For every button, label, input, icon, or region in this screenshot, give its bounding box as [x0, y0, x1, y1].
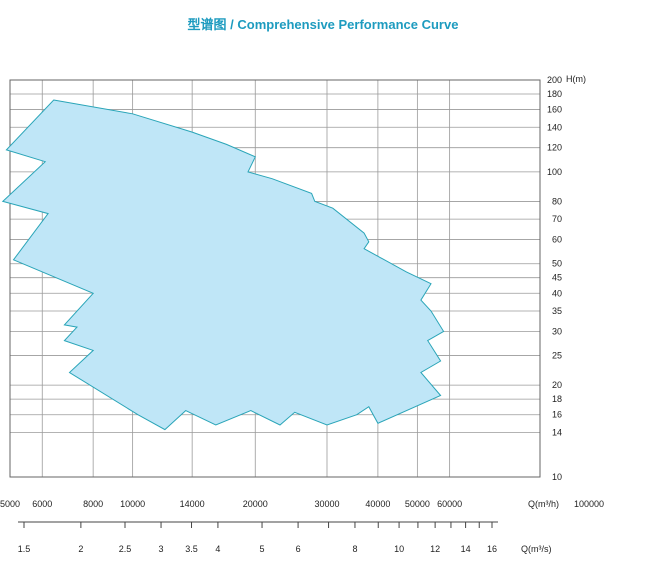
region-layer — [1, 99, 445, 431]
y-tick-label: 200 — [547, 75, 562, 85]
y-tick-label: 14 — [552, 427, 562, 437]
y-tick-label: 16 — [552, 410, 562, 420]
x-tick-label: 20000 — [243, 499, 268, 509]
x-tick-label: 10000 — [120, 499, 145, 509]
x2-tick-label: 5 — [260, 544, 265, 554]
x2-tick-label: 3.5 — [185, 544, 198, 554]
x2-tick-label: 6 — [296, 544, 301, 554]
x-tick-label: 8000 — [83, 499, 103, 509]
x2-tick-label: 8 — [352, 544, 357, 554]
x-tick-label: 5000 — [0, 499, 20, 509]
y-tick-label: 140 — [547, 122, 562, 132]
x-tick-label: 40000 — [365, 499, 390, 509]
y-tick-label: 100 — [547, 167, 562, 177]
y-tick-label: 30 — [552, 326, 562, 336]
y-tick-label: 120 — [547, 143, 562, 153]
x-tick-labels: 5000 6000 8000 10000 14000 20000 30000 40000 500… — [0, 499, 604, 509]
x2-tick-label: 2 — [78, 544, 83, 554]
chart-title: 型谱图 / Comprehensive Performance Curve — [187, 17, 459, 32]
secondary-x-axis — [18, 521, 498, 528]
x-tick-label: 100000 — [574, 499, 604, 509]
x-tick-label: 14000 — [180, 499, 205, 509]
y-tick-label: 10 — [552, 472, 562, 482]
x2-tick-label: 14 — [461, 544, 471, 554]
y-tick-label: 40 — [552, 288, 562, 298]
plot-frame — [9, 79, 541, 478]
x-tick-label: 6000 — [32, 499, 52, 509]
x2-tick-label: 3 — [159, 544, 164, 554]
x-tick-label: 60000 — [437, 499, 462, 509]
y-tick-label: 180 — [547, 89, 562, 99]
y-tick-label: 45 — [552, 273, 562, 283]
performance-region — [1, 99, 445, 431]
x2-tick-label: 2.5 — [119, 544, 132, 554]
y-tick-label: 50 — [552, 259, 562, 269]
y-tick-label: 18 — [552, 394, 562, 404]
x2-tick-label: 16 — [487, 544, 497, 554]
x2-tick-labels: 1.5 2 2.5 3 3.5 4 5 6 8 10 12 14 16 — [18, 544, 497, 554]
x2-axis-label: Q(m³/s) — [521, 544, 552, 554]
x2-tick-label: 10 — [394, 544, 404, 554]
y-tick-labels: 10 14 16 18 20 25 30 35 40 45 50 60 70 80 100 120 140 160… — [547, 75, 562, 482]
y-tick-label: 80 — [552, 196, 562, 206]
y-tick-label: 70 — [552, 214, 562, 224]
x2-tick-label: 1.5 — [18, 544, 31, 554]
x-tick-label: 50000 — [405, 499, 430, 509]
y-tick-label: 35 — [552, 306, 562, 316]
y-tick-label: 20 — [552, 380, 562, 390]
x-tick-label: 30000 — [314, 499, 339, 509]
y-tick-label: 25 — [552, 351, 562, 361]
y-tick-label: 160 — [547, 105, 562, 115]
x2-tick-label: 12 — [430, 544, 440, 554]
y-tick-label: 60 — [552, 235, 562, 245]
x-axis-label: Q(m³/h) — [528, 499, 559, 509]
y-axis-label: H(m) — [566, 74, 586, 84]
x2-tick-label: 4 — [215, 544, 220, 554]
